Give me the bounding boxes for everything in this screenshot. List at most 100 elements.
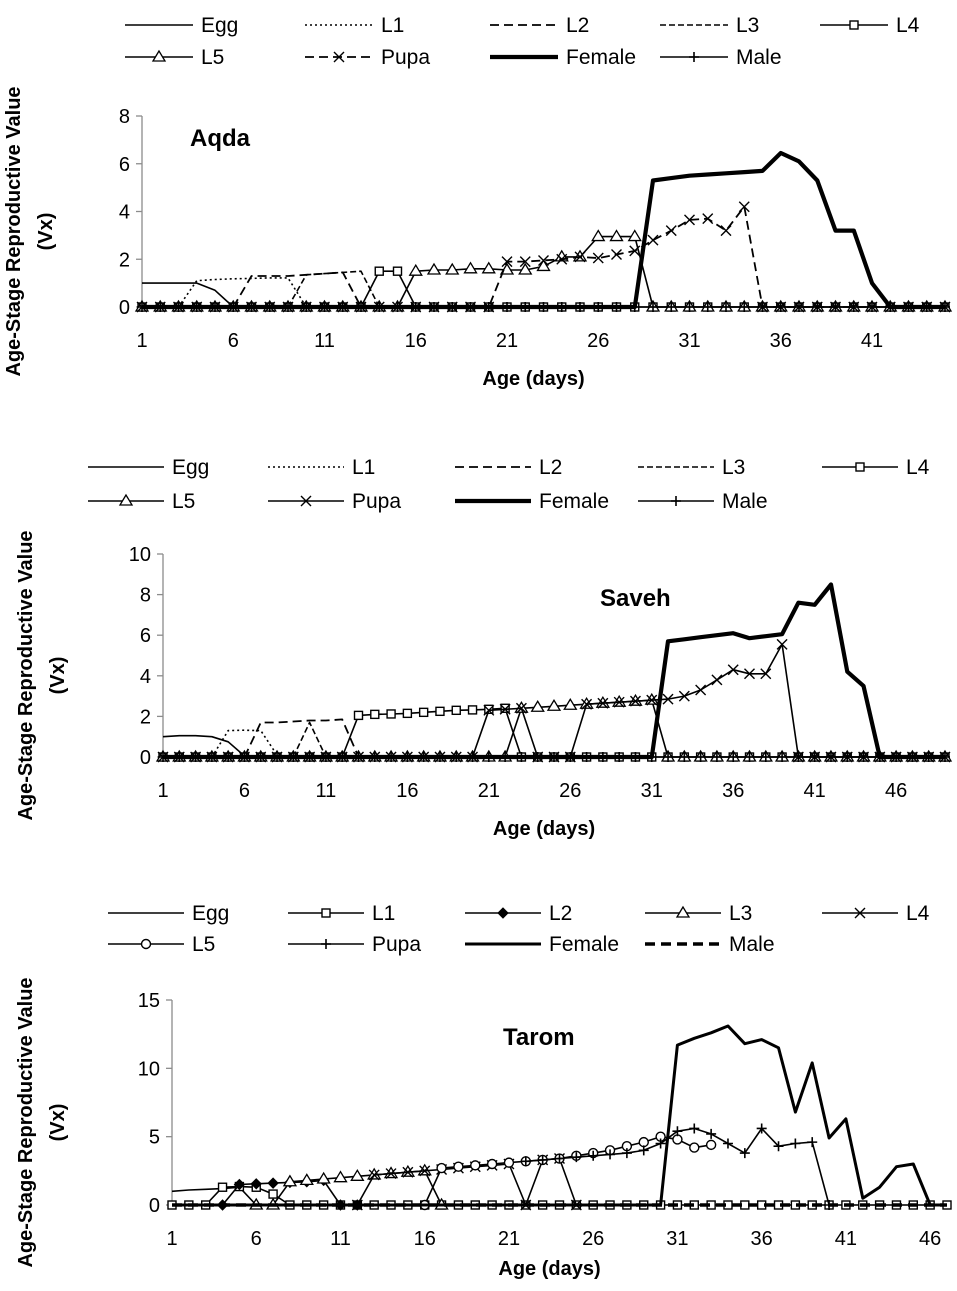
y-axis-title: (Vx) — [47, 1104, 69, 1142]
data-point — [647, 234, 659, 246]
data-point — [695, 684, 707, 696]
x-tick-label: 26 — [587, 330, 609, 352]
data-point — [728, 752, 739, 762]
data-point — [283, 302, 293, 312]
data-point — [903, 302, 914, 312]
data-point — [611, 302, 622, 312]
data-point — [702, 302, 713, 312]
x-tick-label: 26 — [582, 1228, 604, 1250]
data-point — [613, 696, 625, 708]
data-point — [695, 752, 706, 762]
x-tick-label: 16 — [396, 780, 418, 802]
series-line — [142, 205, 945, 308]
data-point — [581, 752, 592, 762]
legend-marker — [855, 462, 865, 472]
data-point — [662, 693, 674, 705]
data-point — [940, 302, 950, 312]
legend-marker — [854, 907, 866, 919]
data-point — [410, 302, 421, 312]
series-line — [163, 582, 945, 760]
legend-label: L5 — [192, 933, 215, 956]
data-point — [638, 1145, 649, 1156]
data-point — [500, 703, 510, 713]
chart-title: Saveh — [600, 585, 671, 612]
legend-item-l4: L4 — [822, 456, 930, 479]
legend-label: L4 — [906, 456, 930, 479]
legend-item-l3: L3 — [660, 14, 759, 37]
data-point — [368, 1169, 380, 1181]
data-point — [756, 1123, 767, 1134]
legend-label: Male — [722, 490, 768, 513]
data-point — [629, 245, 641, 257]
chart-title: Tarom — [503, 1024, 575, 1051]
data-point — [830, 302, 841, 312]
legend-item-male: Male — [645, 933, 775, 956]
legend-item-egg: Egg — [88, 456, 209, 479]
data-point — [370, 709, 380, 720]
data-point — [451, 705, 461, 716]
y-axis-title: (Vx) — [47, 657, 69, 695]
data-point — [549, 752, 559, 762]
legend-marker — [675, 905, 691, 918]
legend-label: L3 — [729, 902, 752, 925]
series-female — [142, 150, 945, 310]
data-point — [537, 1154, 548, 1165]
data-point — [684, 302, 695, 312]
legend-item-female: Female — [490, 46, 636, 69]
series-l5 — [155, 692, 953, 762]
x-tick-label: 31 — [666, 1228, 688, 1250]
series-l3 — [287, 270, 381, 308]
data-point — [740, 1200, 750, 1210]
legend-item-l2: L2 — [465, 902, 572, 925]
legend-label: L1 — [372, 902, 395, 925]
data-point — [350, 1169, 365, 1181]
legend-item-pupa: Pupa — [288, 933, 421, 956]
x-tick-label: 21 — [496, 330, 518, 352]
data-point — [356, 302, 366, 312]
legend-item-l5: L5 — [108, 933, 215, 956]
y-tick-label: 8 — [119, 106, 130, 128]
data-point — [793, 752, 804, 762]
data-point — [679, 752, 690, 762]
data-point — [392, 302, 403, 312]
legend-label: L1 — [381, 14, 404, 37]
data-point — [565, 752, 576, 762]
data-point — [672, 1134, 683, 1145]
data-point — [614, 752, 625, 762]
data-point — [386, 752, 397, 762]
data-point — [588, 1150, 599, 1161]
series-l5 — [134, 229, 953, 312]
chart-panel-tarom: Egg L1 L2 L3 L4 L5 Pupa Female Male 0 5 10 15 1 6 11 16 2… — [0, 875, 957, 1291]
data-point — [374, 266, 384, 276]
legend-label: L4 — [896, 14, 920, 37]
x-tick-label: 31 — [678, 330, 700, 352]
data-point — [760, 668, 772, 680]
data-point — [319, 302, 330, 312]
chart-panel-saveh: Egg L1 L2 L3 L4 L5 Pupa Female Male 0 2 4 6 8 10 1 6 11 16… — [0, 430, 957, 875]
data-point — [217, 1182, 228, 1192]
data-point — [239, 752, 250, 762]
series-line — [356, 1157, 578, 1206]
y-tick-label: 0 — [149, 1195, 160, 1217]
legend-item-l1: L1 — [268, 456, 375, 479]
data-point — [575, 302, 585, 312]
y-axis-title: Age-Stage Reproductive Value — [3, 86, 25, 376]
data-point — [612, 694, 627, 707]
data-point — [429, 302, 439, 312]
data-point — [503, 1157, 515, 1168]
data-point — [885, 302, 896, 312]
y-axis-title: Age-Stage Reproductive Value — [15, 530, 37, 820]
data-point — [299, 1173, 314, 1186]
legend-item-l4: L4 — [820, 14, 920, 37]
y-tick-label: 4 — [119, 202, 130, 224]
data-point — [744, 752, 755, 762]
data-point — [597, 752, 608, 762]
data-point — [689, 1142, 700, 1153]
legend-marker — [671, 496, 681, 506]
data-point — [223, 752, 234, 762]
data-point — [809, 752, 820, 762]
data-point — [402, 708, 413, 719]
data-point — [757, 302, 768, 312]
data-point — [483, 752, 494, 762]
